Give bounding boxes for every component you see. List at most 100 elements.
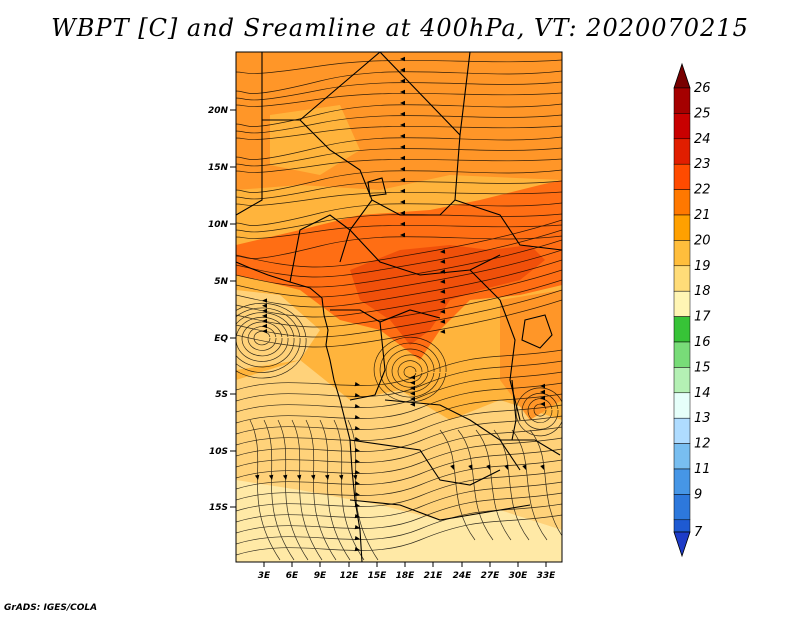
- colorbar-segment-7: [673, 519, 691, 533]
- colorbar-segment-12: [673, 443, 691, 470]
- border-line-8: [349, 229, 501, 276]
- streamline-arrow-37: [410, 391, 415, 396]
- streamline-8: [236, 136, 562, 160]
- chart-title: WBPT [C] and Sreamline at 400hPa, VT: 20…: [51, 14, 749, 42]
- streamline-arrow-53: [354, 480, 360, 486]
- colorbar-label-14: 14: [694, 386, 711, 401]
- streamline-33: [236, 302, 307, 379]
- colorbar-label-12: 12: [694, 437, 711, 452]
- streamline-arrow-48: [354, 425, 360, 431]
- colorbar-label-11: 11: [694, 462, 711, 477]
- lat-label-20n: 20N: [208, 106, 229, 116]
- streamline-7: [236, 125, 562, 140]
- streamline-arrow-68: [450, 464, 455, 470]
- colorbar-label-9: 9: [694, 487, 702, 502]
- country-borders: [236, 52, 562, 562]
- streamline-38: [379, 342, 441, 398]
- colorbar-label-16: 16: [694, 335, 711, 350]
- streamline-69: [457, 429, 494, 541]
- lat-label-eq: EQ: [214, 334, 228, 344]
- lake-chad: [367, 177, 387, 197]
- colorbar-segment-14: [673, 392, 691, 419]
- streamline-60: [249, 419, 281, 561]
- streamline-arrow-21: [440, 279, 446, 284]
- lon-label-6e: 6E: [286, 571, 299, 581]
- border-line-5: [454, 134, 562, 251]
- streamline-19: [236, 229, 562, 278]
- streamline-58: [236, 503, 562, 545]
- colorbar-label-24: 24: [694, 132, 711, 147]
- streamline-arrow-62: [282, 474, 288, 480]
- streamline-46: [236, 371, 562, 413]
- streamline-arrow-61: [268, 474, 274, 480]
- streamline-66: [333, 419, 365, 561]
- lake-victoria: [521, 314, 553, 349]
- streamline-arrow-31: [262, 308, 267, 313]
- streamlines: [236, 59, 562, 561]
- streamline-10: [236, 158, 562, 173]
- streamline-2: [236, 70, 562, 94]
- lat-label-15n: 15N: [208, 163, 229, 173]
- streamline-arrow-11: [400, 166, 405, 172]
- streamline-arrow-15: [400, 210, 405, 216]
- streamline-37: [385, 348, 435, 393]
- streamline-arrow-36: [410, 386, 415, 391]
- lon-label-9e: 9E: [314, 571, 327, 581]
- colorbar: 26 25 24 23 22 21 20 19 18 17 16 15 14 1…: [673, 62, 711, 558]
- streamline-47: [236, 382, 562, 424]
- streamline-5: [236, 103, 562, 127]
- border-line-3: [299, 119, 373, 263]
- lake-tanganyika: [511, 379, 517, 441]
- lon-label-3e: 3E: [258, 571, 271, 581]
- streamline-arrow-3: [400, 78, 405, 84]
- streamline-arrow-19: [440, 259, 446, 264]
- streamline-arrow-12: [400, 177, 405, 183]
- colorbar-label-7: 7: [694, 525, 703, 540]
- colorbar-segment-23: [673, 163, 691, 190]
- streamline-49: [236, 404, 562, 446]
- streamline-43: [515, 387, 562, 437]
- colorbar-segment-22: [673, 189, 691, 216]
- colorbar-label-19: 19: [694, 259, 711, 274]
- streamline-35: [397, 360, 423, 383]
- streamline-arrow-22: [440, 289, 446, 294]
- streamline-arrow-64: [310, 474, 316, 480]
- streamline-arrow-42: [540, 389, 545, 395]
- streamline-arrow-5: [400, 100, 405, 106]
- lon-label-27e: 27E: [481, 571, 501, 581]
- streamline-arrow-54: [354, 491, 360, 497]
- colorbar-segment-24: [673, 138, 691, 165]
- streamline-arrow-58: [354, 535, 360, 541]
- streamline-54: [236, 459, 562, 501]
- streamline-arrow-33: [262, 298, 267, 303]
- lat-label-10s: 10S: [209, 447, 228, 457]
- streamline-arrow-38: [410, 396, 415, 402]
- streamline-arrow-66: [338, 474, 344, 480]
- streamline-16: [236, 224, 562, 239]
- colorbar-label-15: 15: [694, 360, 711, 375]
- colorbar-segment-26: [673, 87, 691, 114]
- streamline-arrow-52: [354, 469, 360, 475]
- streamline-15: [236, 213, 562, 233]
- streamline-61: [263, 419, 295, 561]
- colorbar-segment-17: [673, 316, 691, 343]
- streamline-arrow-17: [400, 232, 405, 238]
- colorbar-top-arrow: [673, 62, 691, 89]
- colorbar-segment-25: [673, 113, 691, 140]
- border-line-10: [349, 321, 386, 401]
- colorbar-label-26: 26: [694, 81, 711, 96]
- streamline-arrow-59: [354, 546, 360, 552]
- wbpt-shade-south-19: [236, 480, 562, 562]
- colorbar-segment-9: [673, 494, 691, 521]
- streamline-arrow-27: [262, 329, 267, 334]
- colorbar-label-21: 21: [694, 208, 711, 223]
- colorbar-label-20: 20: [694, 233, 711, 248]
- streamline-39: [373, 336, 447, 403]
- streamline-arrow-32: [262, 303, 267, 308]
- streamline-arrow-35: [410, 380, 415, 385]
- streamline-arrow-51: [354, 458, 360, 464]
- streamline-53: [236, 448, 562, 490]
- streamline-arrow-49: [354, 436, 360, 442]
- colorbar-bottom-arrow: [673, 531, 691, 558]
